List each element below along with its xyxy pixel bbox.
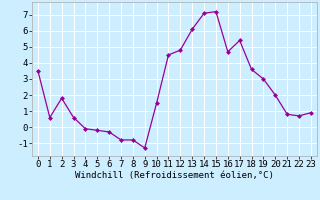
X-axis label: Windchill (Refroidissement éolien,°C): Windchill (Refroidissement éolien,°C) <box>75 171 274 180</box>
